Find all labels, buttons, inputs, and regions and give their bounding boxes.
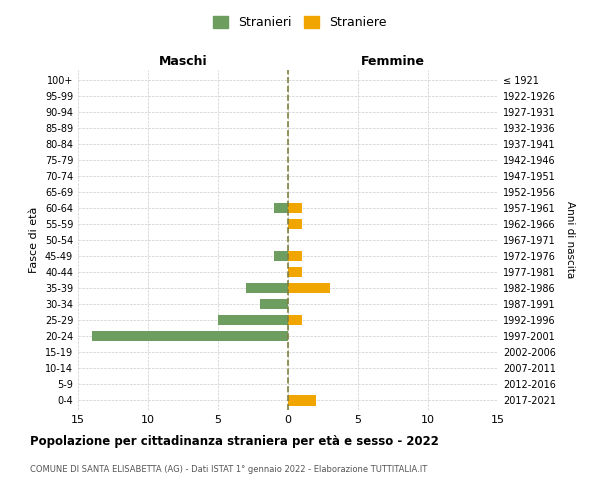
Text: Maschi: Maschi: [158, 56, 208, 68]
Bar: [288, 283, 330, 294]
Bar: [260, 299, 288, 310]
Bar: [288, 315, 302, 326]
Bar: [92, 331, 288, 342]
Legend: Stranieri, Straniere: Stranieri, Straniere: [208, 11, 392, 34]
Bar: [288, 202, 302, 213]
Bar: [288, 395, 316, 406]
Y-axis label: Fasce di età: Fasce di età: [29, 207, 39, 273]
Bar: [288, 218, 302, 229]
Bar: [288, 251, 302, 261]
Bar: [274, 251, 288, 261]
Bar: [218, 315, 288, 326]
Text: COMUNE DI SANTA ELISABETTA (AG) - Dati ISTAT 1° gennaio 2022 - Elaborazione TUTT: COMUNE DI SANTA ELISABETTA (AG) - Dati I…: [30, 465, 427, 474]
Text: Popolazione per cittadinanza straniera per età e sesso - 2022: Popolazione per cittadinanza straniera p…: [30, 435, 439, 448]
Bar: [288, 267, 302, 278]
Y-axis label: Anni di nascita: Anni di nascita: [565, 202, 575, 278]
Bar: [246, 283, 288, 294]
Bar: [274, 202, 288, 213]
Text: Femmine: Femmine: [361, 56, 425, 68]
